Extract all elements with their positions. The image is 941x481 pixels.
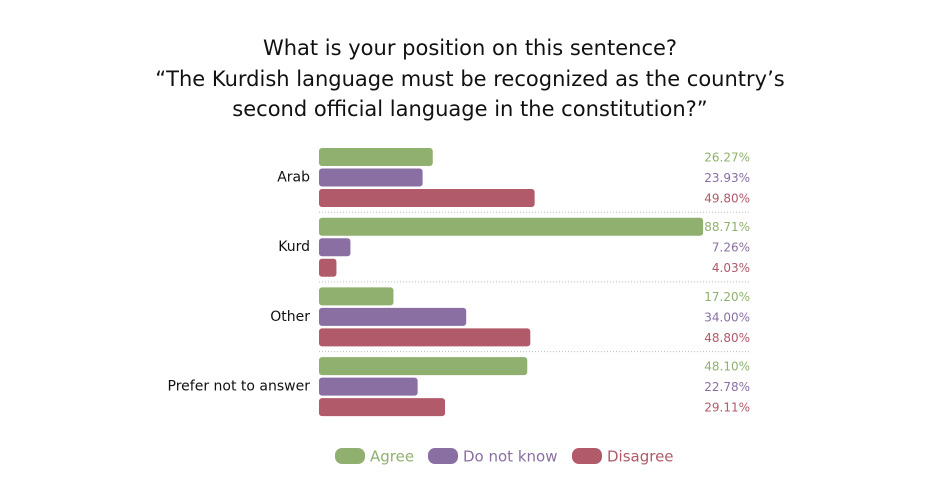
bar xyxy=(319,148,433,166)
category-label: Other xyxy=(270,309,310,325)
bar xyxy=(319,217,704,236)
category-label: Arab xyxy=(277,170,310,186)
value-label: 22.78% xyxy=(704,380,750,394)
value-label: 88.71% xyxy=(704,220,750,234)
value-label: 17.20% xyxy=(704,290,750,304)
legend-swatch xyxy=(428,448,458,464)
bar xyxy=(319,357,528,376)
legend-swatch xyxy=(335,448,365,464)
legend-label: Do not know xyxy=(463,448,557,466)
value-label: 48.10% xyxy=(704,360,750,374)
chart-title: “The Kurdish language must be recognized… xyxy=(155,67,784,91)
category-label: Kurd xyxy=(278,239,310,255)
bar xyxy=(319,238,351,257)
bar xyxy=(319,398,446,417)
value-label: 23.93% xyxy=(704,171,750,185)
bar xyxy=(319,287,394,306)
bar xyxy=(319,307,467,326)
value-label: 4.03% xyxy=(712,261,750,275)
chart-title: What is your position on this sentence? xyxy=(263,36,677,60)
category-label: Prefer not to answer xyxy=(168,379,311,395)
bar xyxy=(319,377,418,396)
legend-label: Disagree xyxy=(607,448,674,466)
value-label: 48.80% xyxy=(704,331,750,345)
legend-swatch xyxy=(572,448,602,464)
bar xyxy=(319,168,423,187)
value-label: 34.00% xyxy=(704,310,750,324)
value-label: 26.27% xyxy=(704,151,750,165)
value-label: 49.80% xyxy=(704,192,750,206)
bar xyxy=(319,258,337,277)
bar xyxy=(319,189,535,207)
bar xyxy=(319,328,531,347)
chart-title: second official language in the constitu… xyxy=(232,97,707,121)
value-label: 29.11% xyxy=(704,401,750,415)
legend-label: Agree xyxy=(370,448,414,466)
value-label: 7.26% xyxy=(712,241,750,255)
